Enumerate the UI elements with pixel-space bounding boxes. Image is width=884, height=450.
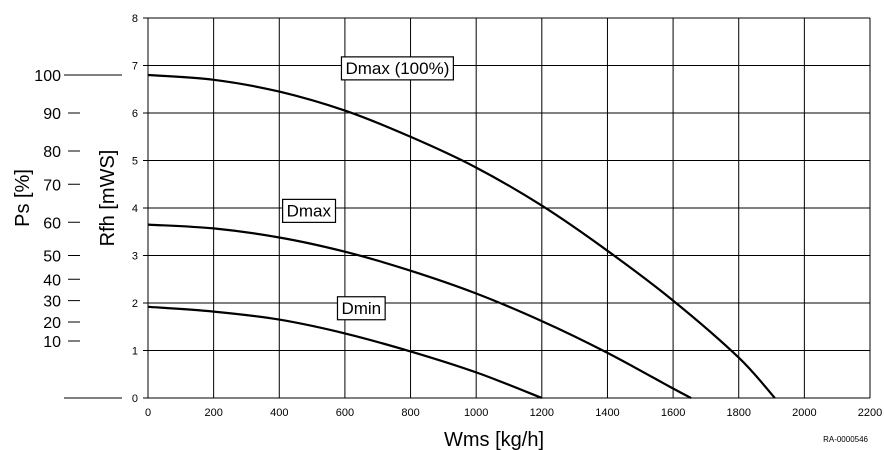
series-label-box <box>340 56 454 81</box>
x-tick-label: 400 <box>270 407 288 419</box>
x-tick-label: 2000 <box>792 407 816 419</box>
x-tick-label: 1800 <box>726 407 750 419</box>
ps-tick-label: 30 <box>43 294 61 311</box>
ps-tick-label: 40 <box>43 272 61 289</box>
ps-tick-label: 90 <box>43 106 61 123</box>
y-tick-label: 5 <box>132 156 138 168</box>
secondary-axis: 100 90 80 70 60 50 40 30 20 10 <box>34 68 122 399</box>
y-tick-label: 1 <box>132 346 138 358</box>
x-tick-label: 1200 <box>530 407 554 419</box>
x-tick-label: 1600 <box>661 407 685 419</box>
y-axis-label: Rfh [mWS] <box>97 150 119 247</box>
x-tick-label: 0 <box>145 407 151 419</box>
ps-tick-label: 100 <box>34 68 61 85</box>
y-tick-label: 3 <box>132 251 138 263</box>
y-tick-label: 7 <box>132 61 138 73</box>
series-line-3 <box>147 305 543 400</box>
x-tick-label: 600 <box>336 407 354 419</box>
y-tick-label: 4 <box>132 203 138 215</box>
ps-tick-label: 20 <box>43 315 61 332</box>
y-tick-label: 2 <box>132 298 138 310</box>
x-tick-label: 200 <box>204 407 222 419</box>
reference-code: RA-0000546 <box>823 435 868 444</box>
grid <box>147 17 871 399</box>
ps-tick-label: 50 <box>43 249 61 266</box>
ps-tick-label: 70 <box>43 177 61 194</box>
x-tick-label: 1400 <box>595 407 619 419</box>
ps-tick-label: 60 <box>43 215 61 232</box>
series-label-text: Dmin <box>341 299 381 318</box>
x-axis-label: Wms [kg/h] <box>444 429 544 450</box>
series-line-1 <box>147 73 776 399</box>
series-labels: Dmax (100%) Dmax Dmin <box>282 56 454 321</box>
ps-tick-label: 10 <box>43 334 61 351</box>
x-tick-label: 1000 <box>464 407 488 419</box>
y-tick-label: 8 <box>132 13 138 25</box>
series-label-3: Dmin <box>336 296 386 321</box>
series-lines <box>147 73 776 400</box>
secondary-axis-label: Ps [%] <box>12 169 34 227</box>
series-label-text: Dmax <box>287 201 332 220</box>
y-axis-ticks: 0 1 2 3 4 5 6 7 8 <box>132 13 148 405</box>
y-tick-label: 0 <box>132 393 138 405</box>
y-tick-label: 6 <box>132 108 138 120</box>
ps-tick-label: 80 <box>43 144 61 161</box>
x-tick-label: 2200 <box>858 407 882 419</box>
series-label-text: Dmax (100%) <box>345 59 449 78</box>
series-label-2: Dmax <box>282 198 337 223</box>
series-label-box <box>336 296 386 321</box>
x-tick-label: 800 <box>401 407 419 419</box>
series-label-1: Dmax (100%) <box>340 56 454 81</box>
x-axis-ticks: 0 200 400 600 800 1000 1200 1400 1600 1800 2000 220… <box>145 407 882 419</box>
series-label-box <box>282 198 337 223</box>
series-line-2 <box>147 223 692 399</box>
